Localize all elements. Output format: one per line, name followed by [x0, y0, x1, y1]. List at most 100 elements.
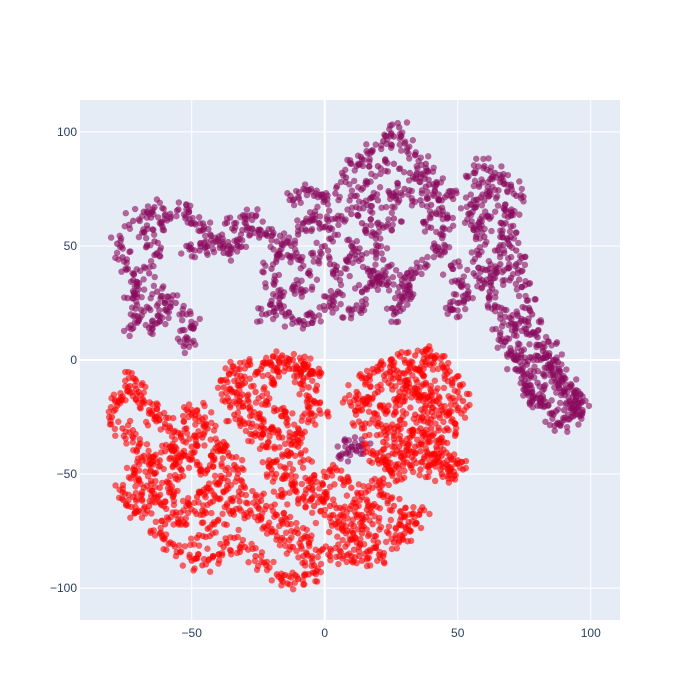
data-point [394, 423, 401, 430]
data-point [142, 234, 150, 242]
data-point [148, 510, 155, 517]
data-point [229, 225, 236, 232]
data-point [578, 415, 585, 422]
data-point [363, 562, 371, 570]
data-point [401, 389, 408, 396]
data-point [151, 469, 158, 477]
data-point [357, 496, 364, 504]
data-point [195, 413, 202, 420]
data-point [252, 491, 260, 499]
data-point [289, 466, 297, 473]
data-point [427, 425, 435, 432]
data-point [446, 302, 454, 309]
data-point [492, 294, 499, 301]
data-point [269, 231, 277, 239]
data-point [389, 421, 396, 428]
data-point [531, 374, 538, 381]
data-point [483, 213, 490, 220]
data-point [416, 264, 424, 271]
data-point [378, 250, 385, 257]
data-point [381, 132, 389, 140]
data-point [339, 536, 346, 544]
data-point [377, 488, 384, 495]
data-point [447, 401, 455, 409]
data-point [571, 390, 578, 398]
data-point [287, 449, 294, 457]
data-point [210, 463, 217, 470]
y-tick-label: 0 [70, 353, 77, 367]
data-point [396, 495, 403, 503]
data-point [367, 207, 374, 215]
data-point [250, 499, 257, 506]
data-point [382, 158, 389, 165]
data-point [309, 569, 317, 576]
data-point [469, 294, 476, 302]
data-point [227, 482, 235, 489]
data-point [157, 449, 165, 456]
data-point [560, 388, 568, 395]
data-point [427, 392, 434, 399]
data-point [403, 349, 410, 357]
data-point [173, 207, 181, 214]
data-point [378, 280, 386, 288]
data-point [123, 440, 130, 447]
y-tick-label: −100 [50, 581, 77, 595]
data-point [310, 258, 317, 265]
data-point [335, 560, 342, 568]
data-point [201, 402, 208, 410]
data-point [116, 486, 123, 493]
data-point [512, 327, 519, 335]
data-point [344, 458, 352, 465]
data-point [304, 186, 312, 194]
data-point [324, 196, 331, 203]
data-point [182, 341, 189, 348]
data-point [421, 391, 429, 399]
data-point [387, 368, 394, 376]
data-point [276, 444, 283, 451]
series-2 [105, 343, 473, 593]
data-point [272, 292, 280, 300]
data-point [473, 231, 480, 238]
data-point [337, 270, 344, 277]
data-point [298, 434, 306, 442]
data-point [521, 261, 529, 269]
data-point [460, 299, 467, 307]
data-point [301, 410, 308, 417]
data-point [240, 482, 247, 489]
data-point [478, 202, 486, 209]
data-point [131, 510, 138, 517]
data-point [478, 218, 485, 225]
data-point [142, 468, 149, 475]
data-point [241, 515, 248, 522]
data-point [411, 352, 419, 359]
data-point [448, 381, 456, 389]
data-point [242, 220, 249, 227]
data-point [510, 222, 517, 230]
data-point [522, 278, 529, 285]
data-point [376, 184, 384, 191]
data-point [178, 316, 186, 324]
data-point [554, 406, 562, 413]
data-point [445, 475, 452, 482]
data-point [357, 153, 365, 161]
y-tick-label: −50 [57, 467, 78, 481]
data-point [556, 399, 564, 407]
data-point [246, 413, 254, 420]
data-point [293, 547, 300, 555]
data-point [317, 410, 324, 417]
data-point [529, 394, 536, 402]
data-point [203, 467, 211, 474]
data-point [308, 409, 315, 417]
data-point [251, 371, 259, 378]
data-point [329, 309, 336, 316]
data-point [177, 430, 185, 437]
data-point [505, 237, 512, 244]
data-point [149, 401, 156, 408]
data-point [185, 464, 193, 471]
data-point [217, 378, 224, 385]
data-point [185, 401, 193, 408]
data-point [436, 414, 444, 421]
data-point [195, 227, 202, 234]
data-point [365, 487, 372, 494]
data-point [328, 467, 336, 475]
